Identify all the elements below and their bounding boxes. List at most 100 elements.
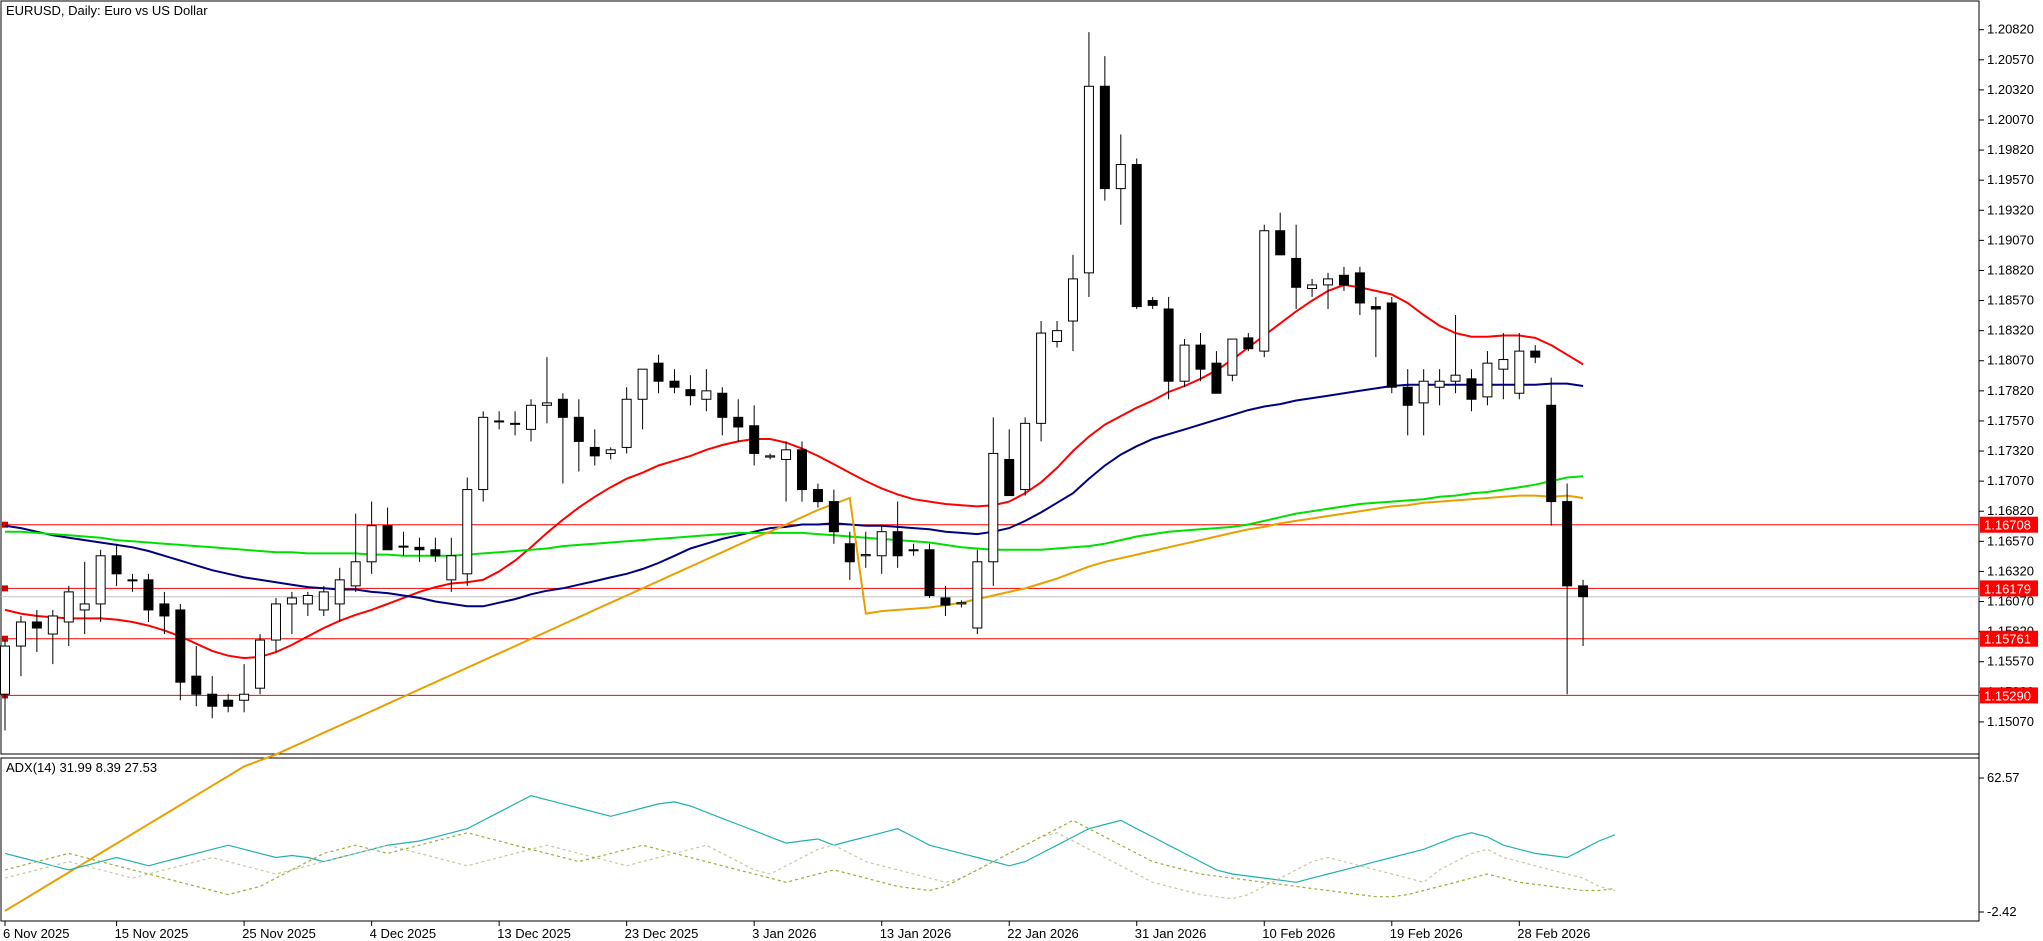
bear-candle [749, 425, 760, 454]
bull-candle [1514, 350, 1525, 394]
bull-candle [1052, 330, 1063, 342]
moving-average-line [4, 283, 1584, 660]
price-tick-label: 1.20070 [1987, 112, 2034, 127]
price-tick-label: 1.18070 [1987, 353, 2034, 368]
price-tick-label: 1.16320 [1987, 563, 2034, 578]
bull-candle [1323, 278, 1334, 286]
bear-candle [1386, 302, 1397, 388]
price-tick-label: 1.16820 [1987, 503, 2034, 518]
bull-candle [1450, 374, 1461, 382]
price-tick-label: 1.19320 [1987, 202, 2034, 217]
bear-candle [1530, 350, 1541, 358]
bull-candle [701, 390, 712, 400]
price-tick-label: 1.17070 [1987, 473, 2034, 488]
bull-candle [334, 579, 345, 605]
bull-candle [446, 555, 457, 581]
level-anchor [2, 521, 8, 528]
bear-candle [940, 597, 951, 606]
price-tick-label: 1.20820 [1987, 22, 2034, 37]
bear-candle [653, 362, 664, 382]
level-tag [1980, 516, 2038, 533]
indicator-panel-frame [0, 757, 1980, 922]
bull-candle [366, 525, 377, 563]
date-tick-label: 31 Jan 2026 [1135, 926, 1207, 941]
bear-candle [797, 449, 807, 491]
bear-candle [1546, 404, 1557, 503]
bull-candle [462, 489, 473, 575]
bull-candle [1020, 422, 1031, 491]
bear-candle [1131, 164, 1142, 308]
bull-candle [286, 597, 297, 605]
chart-title: EURUSD, Daily: Euro vs US Dollar [6, 3, 208, 18]
date-tick-label: 13 Dec 2025 [497, 926, 571, 941]
bear-candle [557, 398, 568, 418]
bull-candle [1115, 164, 1126, 190]
bear-candle [1354, 272, 1365, 304]
bull-candle [1307, 284, 1318, 290]
bear-candle [143, 579, 154, 611]
bull-candle [478, 416, 489, 491]
bull-candle [255, 639, 266, 689]
bull-candle [1036, 332, 1047, 424]
level-tag [1980, 687, 2038, 704]
date-tick-label: 25 Nov 2025 [242, 926, 316, 941]
date-tick-label: 4 Dec 2025 [370, 926, 437, 941]
bull-candle [47, 615, 58, 635]
bull-candle [1498, 359, 1509, 370]
bear-candle [159, 603, 170, 617]
bull-candle [127, 579, 138, 582]
bull-candle [1482, 362, 1493, 398]
bear-candle [175, 609, 186, 683]
bear-candle [589, 446, 600, 457]
moving-average-line [4, 382, 1584, 608]
bull-candle [860, 554, 871, 557]
bear-candle [685, 389, 696, 397]
price-tick-label: 1.18320 [1987, 323, 2034, 338]
level-tags: 1.16708 1.16179 1.15761 1.15290 [1980, 516, 2038, 704]
price-tick-label: 1.17820 [1987, 383, 2034, 398]
bull-candle [637, 368, 648, 400]
price-tick-label: 1.15570 [1987, 654, 2034, 669]
bear-candle [1578, 585, 1589, 598]
adx-indicator [4, 795, 1616, 900]
bear-candle [828, 501, 839, 533]
bull-candle [1179, 344, 1190, 382]
date-tick-label: 28 Feb 2026 [1517, 926, 1590, 941]
level-anchor [2, 635, 8, 642]
adx-line [4, 795, 1616, 883]
bear-candle [1211, 362, 1222, 394]
bull-candle [95, 555, 106, 605]
bull-candle [398, 545, 409, 548]
indicator-title: ADX(14) 31.99 8.39 27.53 [6, 760, 157, 775]
moving-averages [4, 283, 1584, 912]
price-tick-label: 1.19070 [1987, 232, 2034, 247]
minus-di-line [4, 819, 1615, 898]
date-tick-label: 19 Feb 2026 [1390, 926, 1463, 941]
bear-candle [1195, 344, 1206, 370]
price-tick-label: 1.17570 [1987, 413, 2034, 428]
moving-average-line [4, 494, 1584, 912]
date-tick-label: 6 Nov 2025 [3, 926, 70, 941]
bull-candle [765, 455, 776, 458]
price-panel-frame [0, 0, 1980, 755]
plus-di-line [4, 832, 1616, 900]
bear-candle [1402, 386, 1413, 406]
price-tick-label: 1.19570 [1987, 172, 2034, 187]
level-tag-label: 1.16708 [1984, 518, 2031, 533]
level-tag [1980, 580, 2038, 597]
level-tag-label: 1.16179 [1984, 581, 2031, 596]
bull-candle [781, 449, 792, 460]
bear-candle [924, 549, 935, 596]
candles [0, 32, 1589, 731]
bear-candle [382, 525, 393, 551]
indicator-axis-ticks: 62.57 -2.42 [1979, 770, 2020, 919]
level-tag-label: 1.15290 [1984, 688, 2031, 703]
level-anchor [2, 585, 8, 592]
bear-candle [1291, 257, 1302, 288]
price-tick-label: 1.16570 [1987, 533, 2034, 548]
bull-candle [302, 594, 313, 605]
date-tick-label: 15 Nov 2025 [115, 926, 189, 941]
bear-candle [844, 543, 855, 563]
bear-candle [1004, 458, 1015, 497]
